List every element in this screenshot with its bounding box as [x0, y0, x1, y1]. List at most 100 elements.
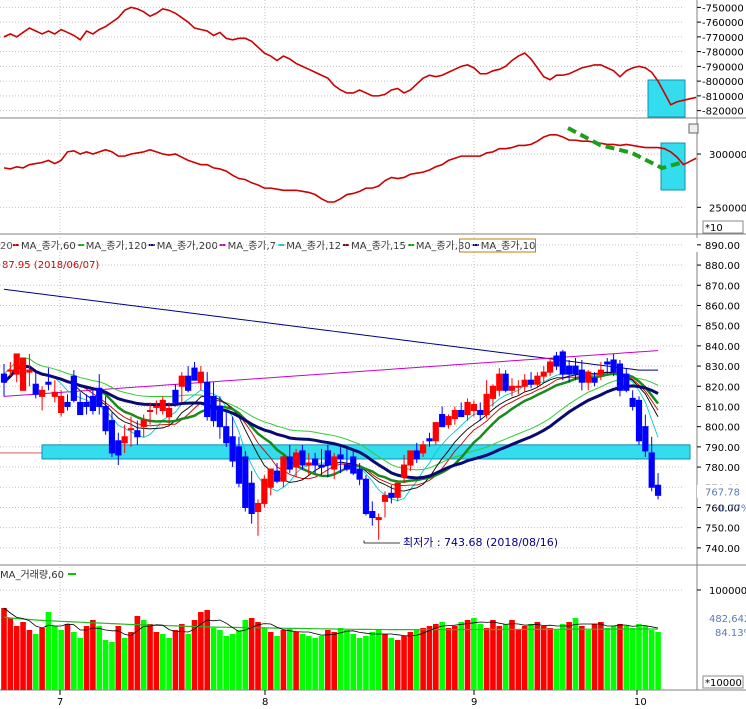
candle-body	[242, 456, 249, 508]
volume-bar	[642, 626, 649, 690]
volume-bar	[274, 636, 280, 690]
volume-bar	[77, 638, 83, 690]
volume-bar	[610, 626, 617, 690]
legend-prefix: 20	[0, 241, 13, 252]
candle-body	[343, 464, 350, 470]
volume-bar	[26, 630, 33, 690]
x-tick-label: 7	[57, 697, 63, 708]
volume-bar	[521, 626, 528, 690]
candle-body	[610, 359, 617, 373]
volume-bar	[159, 634, 166, 690]
volume-bar	[636, 624, 642, 690]
candle-body	[578, 369, 585, 383]
p2-expand-icon	[688, 123, 699, 134]
volume-bar	[496, 626, 503, 690]
candle-body	[235, 446, 243, 484]
price-y-tick-label: 750.00	[705, 524, 740, 535]
volume-change-pct: 84.13%	[715, 628, 746, 639]
p1-y-tick-label: -760000	[702, 18, 744, 29]
volume-short-ma-line	[3, 607, 659, 637]
candle-body	[439, 414, 446, 428]
ma-10-line	[3, 365, 659, 492]
volume-bar	[528, 624, 534, 690]
top-info-text: 87.95 (2018/06/07)	[2, 260, 99, 271]
candle-body	[400, 464, 408, 478]
candle-body	[362, 478, 370, 515]
ma-7-line-pink	[3, 350, 659, 397]
price-y-tick-label: 740.00	[705, 544, 740, 555]
candle-body	[534, 375, 541, 385]
volume-bar	[375, 630, 382, 690]
candle-body	[553, 355, 560, 367]
candle-body	[210, 395, 217, 422]
candle-body	[623, 373, 630, 391]
volume-bar	[248, 618, 255, 690]
volume-bar	[179, 624, 185, 690]
candle-body	[477, 410, 484, 416]
legend-item: MA_종가,7	[228, 240, 276, 252]
p2-y-tick-label: 300000	[709, 150, 746, 161]
candle-body	[32, 383, 39, 395]
volume-bar	[1, 608, 7, 690]
volume-legend: MA_거래량,60	[0, 569, 64, 581]
price-y-tick-label: 760.00	[705, 503, 740, 514]
candle-body	[464, 401, 471, 416]
legend-selected-frame	[459, 238, 536, 253]
low-price-annotation: 최저가 : 743.68 (2018/08/16)	[403, 536, 558, 549]
candle-body	[458, 410, 465, 418]
candle-body	[293, 452, 300, 468]
candle-body	[566, 365, 573, 375]
candle-body	[134, 430, 141, 438]
candle-body	[432, 422, 439, 442]
volume-bar	[534, 622, 541, 690]
candle-body	[185, 375, 192, 391]
candle-body	[496, 373, 503, 391]
volume-bar	[369, 632, 376, 690]
volume-bar	[648, 630, 655, 690]
volume-bar	[509, 620, 515, 690]
volume-bar	[604, 628, 611, 690]
volume-bar	[109, 642, 115, 690]
candle-body	[172, 389, 179, 403]
volume-bar	[83, 626, 90, 690]
candle-body	[261, 478, 268, 504]
p2-y-tick-label: 250000	[709, 203, 746, 214]
candle-body	[369, 511, 376, 519]
candle-body	[445, 416, 452, 426]
candle-body	[26, 369, 33, 373]
ma-7-line	[3, 365, 659, 502]
candle-body	[0, 373, 8, 383]
volume-bar	[547, 628, 553, 690]
p1-series-line	[3, 6, 697, 106]
candle-body	[166, 407, 173, 418]
volume-bar	[426, 626, 433, 690]
candle-body	[654, 484, 662, 496]
legend-item: MA_종가,60	[21, 240, 76, 252]
candle-body	[521, 379, 528, 387]
price-y-tick-label: 860.00	[705, 301, 740, 312]
volume-bar	[591, 624, 598, 690]
candle-body	[502, 373, 509, 391]
candle-body	[585, 371, 592, 383]
volume-bar	[96, 626, 103, 690]
candle-body	[153, 405, 160, 408]
volume-bar	[433, 624, 439, 690]
volume-y-tick-label: 100000	[709, 586, 746, 597]
volume-bar	[623, 626, 630, 690]
candle-body	[635, 399, 643, 442]
p2-scale-label: *10	[705, 223, 723, 234]
candle-body	[115, 440, 122, 456]
candle-body	[58, 395, 65, 414]
volume-bar	[483, 628, 490, 690]
volume-bar	[58, 630, 64, 690]
candle-body	[197, 371, 204, 383]
volume-bar	[502, 624, 509, 690]
volume-bar	[306, 636, 312, 690]
volume-bar	[350, 634, 357, 690]
p1-y-tick-label: -800000	[702, 77, 744, 88]
candle-body	[356, 468, 363, 480]
candle-body	[324, 450, 331, 466]
volume-bar	[325, 630, 331, 690]
ma-30-thick-line	[2, 364, 659, 480]
volume-bar	[617, 624, 623, 690]
